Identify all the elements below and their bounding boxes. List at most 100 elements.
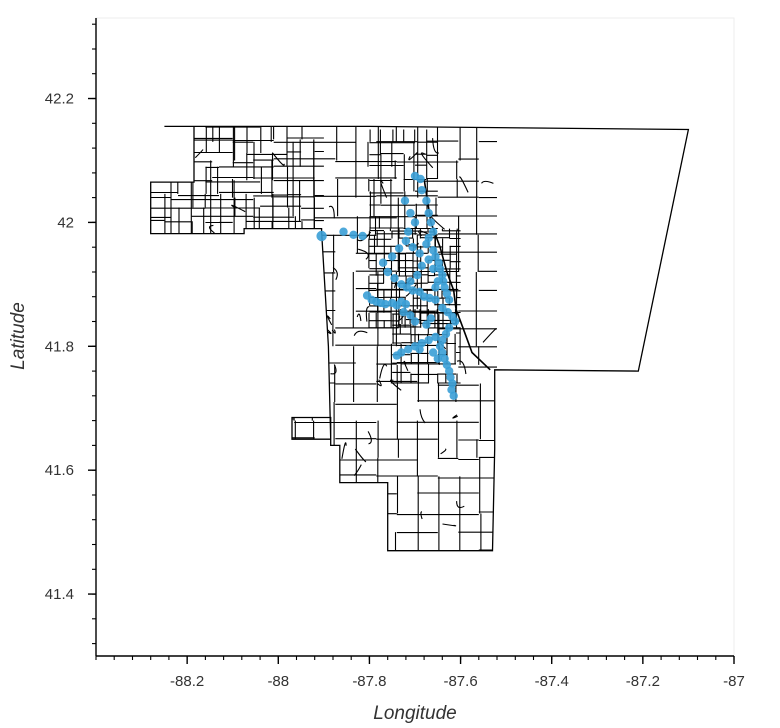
data-point — [401, 300, 411, 309]
tract-boundary — [194, 149, 204, 159]
y-tick-label: 42.2 — [45, 91, 74, 108]
tract-boundary — [331, 329, 336, 334]
tract-boundary — [341, 442, 347, 459]
data-point — [339, 227, 348, 236]
tract-boundary — [458, 176, 469, 193]
tract-boundary — [326, 315, 333, 326]
data-point — [410, 218, 420, 227]
data-point — [422, 196, 431, 205]
y-tick-label: 41.4 — [45, 586, 74, 603]
city-boundary — [150, 125, 690, 552]
data-point — [417, 261, 426, 270]
data-point — [390, 274, 399, 283]
tract-boundary — [231, 204, 246, 213]
data-point — [441, 329, 451, 339]
tract-boundary — [208, 224, 215, 234]
x-tick-label: -87 — [723, 673, 745, 690]
data-point — [429, 227, 438, 236]
data-point — [431, 295, 440, 304]
tract-boundary — [353, 330, 368, 336]
x-tick-label: -87.2 — [626, 673, 660, 690]
data-point — [388, 252, 397, 261]
tract-boundary — [432, 138, 440, 154]
tract-boundary — [353, 464, 362, 477]
y-axis-title: Latitude — [8, 302, 29, 370]
data-point — [450, 317, 460, 326]
tract-boundary — [398, 315, 401, 326]
data-point — [408, 243, 417, 252]
y-tick-label: 41.8 — [45, 338, 74, 355]
data-point — [392, 351, 401, 360]
data-point — [417, 186, 426, 195]
data-point — [413, 270, 422, 280]
tract-boundary — [403, 360, 409, 372]
data-point — [401, 236, 411, 246]
data-point — [378, 258, 388, 267]
data-point — [404, 227, 413, 236]
tract-boundary — [367, 431, 372, 445]
tract-boundary — [377, 379, 382, 387]
data-point — [406, 208, 415, 218]
data-point — [431, 332, 440, 342]
data-point — [426, 314, 436, 323]
tract-boundary — [395, 315, 405, 322]
tract-boundary — [332, 267, 338, 281]
data-point — [449, 391, 458, 400]
data-point — [424, 335, 433, 345]
axes: -88.2 -88 -87.8 -87.6 -87.4 -87.2 -87 41.4 41.6 4… — [45, 18, 745, 690]
data-point — [433, 277, 442, 286]
tract-boundary — [456, 360, 467, 375]
x-tick-label: -87.6 — [443, 673, 477, 690]
data-point — [429, 348, 438, 357]
data-point — [448, 379, 457, 388]
data-point — [433, 354, 442, 363]
data-point — [424, 208, 433, 218]
y-tick-label: 42 — [57, 214, 74, 231]
tract-boundary — [482, 327, 497, 343]
tract-boundary — [456, 501, 465, 509]
data-point — [422, 239, 431, 249]
tract-boundary — [271, 152, 285, 166]
tract-boundary — [379, 363, 388, 379]
tract-boundary — [419, 409, 426, 424]
data-point — [445, 295, 454, 304]
points-layer — [316, 171, 460, 400]
tract-boundary — [420, 152, 434, 169]
data-point — [415, 249, 424, 258]
data-point — [381, 300, 390, 309]
x-tick-label: -88 — [267, 673, 289, 690]
data-point — [445, 323, 454, 332]
data-point — [426, 218, 436, 227]
tract-boundary — [365, 306, 370, 322]
tract-boundary — [420, 511, 423, 520]
data-point — [399, 308, 408, 317]
tract-boundary — [380, 180, 388, 198]
y-tick-label: 41.6 — [45, 462, 74, 479]
data-point — [394, 244, 404, 253]
tract-boundary — [358, 248, 369, 260]
tract-boundary — [440, 448, 447, 455]
x-axis-title: Longitude — [373, 703, 456, 724]
x-tick-label: -87.8 — [352, 673, 386, 690]
data-point — [383, 267, 392, 277]
data-point — [422, 320, 431, 329]
tract-boundary — [356, 313, 362, 322]
tract-boundary — [390, 379, 402, 391]
data-point — [358, 231, 367, 241]
data-point — [429, 264, 438, 274]
data-point — [316, 230, 327, 242]
data-point — [416, 174, 425, 184]
data-point — [415, 345, 424, 354]
x-tick-label: -87.4 — [535, 673, 569, 690]
data-point — [406, 311, 415, 320]
tract-boundary — [452, 414, 458, 419]
data-point — [400, 196, 410, 205]
tract-boundary — [442, 523, 457, 527]
x-tick-label: -88.2 — [170, 673, 204, 690]
data-point — [424, 255, 433, 264]
tract-boundary — [328, 205, 335, 219]
data-point — [404, 345, 413, 354]
tract-boundary — [481, 180, 494, 184]
data-point — [406, 277, 415, 286]
